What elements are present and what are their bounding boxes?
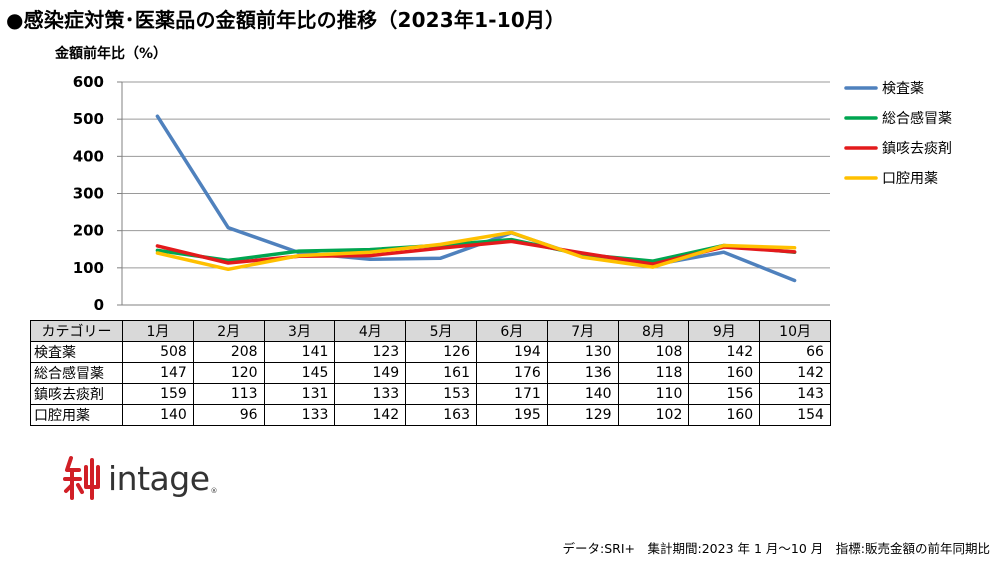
table-cell: 160 [688,362,761,384]
table-row-label: 口腔用薬 [30,404,123,426]
table-cell: 153 [405,383,477,405]
table-header-month: 10月 [759,320,831,342]
table-cell: 508 [122,341,194,363]
y-tick-label: 100 [73,259,104,277]
table-header-month: 3月 [263,320,336,342]
y-axis-label: 金額前年比（%） [54,45,167,62]
table-cell: 66 [759,341,831,363]
legend-label: 口腔用薬 [882,171,938,187]
table-cell: 163 [405,404,477,426]
data-table: カテゴリー 1月 2月 3月 4月 5月 6月 7月 8月 9月 10月 検査薬 508 208 141… [30,320,831,426]
axes [121,82,830,306]
y-tick-label: 500 [73,110,104,128]
table-cell: 133 [263,404,336,426]
table-header-month: 7月 [546,320,619,342]
table-cell: 156 [688,383,761,405]
table-cell: 143 [759,383,831,405]
table-cell: 110 [617,383,690,405]
series-line-総合感冒薬 [155,237,797,263]
table-row: 総合感冒薬 147 120 145 149 161 176 136 118 160 142 [30,362,831,384]
table-cell: 208 [192,341,265,363]
legend-label: 鎮咳去痰剤 [882,141,952,157]
y-tick-label: 300 [73,185,104,203]
table-header-row: カテゴリー 1月 2月 3月 4月 5月 6月 7月 8月 9月 10月 [30,320,831,342]
table-cell: 129 [546,404,619,426]
table-cell: 130 [546,341,619,363]
table-row: 口腔用薬 140 96 133 142 163 195 129 102 160 154 [30,404,831,426]
registered-mark: ® [210,487,218,495]
table-header-month: 5月 [405,320,477,342]
series-line-口腔用薬 [155,230,797,272]
table-row: 鎮咳去痰剤 159 113 131 133 153 171 140 110 156 143 [30,383,831,405]
legend-label: 検査薬 [882,81,924,97]
table-cell: 147 [122,362,194,384]
table-header-month: 1月 [122,320,194,342]
table-row-label: 検査薬 [30,341,123,363]
legend-label: 総合感冒薬 [882,110,952,127]
table-cell: 160 [688,404,761,426]
table-cell: 118 [617,362,690,384]
table-row: 検査薬 508 208 141 123 126 194 130 108 142 66 [30,341,831,363]
table-cell: 123 [334,341,407,363]
table-row-label: 鎮咳去痰剤 [30,383,123,405]
table-cell: 195 [475,404,548,426]
table-cell: 102 [617,404,690,426]
table-cell: 145 [263,362,336,384]
intage-logo-mark-icon [63,456,100,500]
table-cell: 113 [192,383,265,405]
table-cell: 140 [122,404,194,426]
series-lines [155,114,797,283]
footnote: データ:SRI+ 集計期間:2023 年 1 月～10 月 指標:販売金額の前年… [562,541,990,556]
y-tick-labels: 0 100 200 300 400 500 600 [73,73,104,314]
table-cell: 149 [334,362,407,384]
table-cell: 141 [263,341,336,363]
gridlines [117,81,830,306]
page-title: ●感染症対策･医薬品の金額前年比の推移（2023年1-10月） [6,8,566,32]
table-cell: 171 [475,383,548,405]
table-cell: 161 [405,362,477,384]
table-cell: 140 [546,383,619,405]
table-cell: 136 [546,362,619,384]
intage-wordmark: intage [108,458,210,498]
table-header-month: 2月 [192,320,265,342]
table-cell: 142 [334,404,407,426]
line-chart: 金額前年比（%） 0 100 200 300 400 500 600 検査薬総合感冒薬鎮咳去… [54,45,952,314]
table-header-month: 8月 [617,320,690,342]
y-tick-label: 400 [73,147,104,165]
table-header-month: 6月 [475,320,548,342]
table-cell: 96 [192,404,265,426]
table-cell: 133 [334,383,407,405]
table-cell: 142 [688,341,761,363]
table-cell: 154 [759,404,831,426]
table-row-label: 総合感冒薬 [30,362,123,384]
table-cell: 120 [192,362,265,384]
table-header-month: 4月 [334,320,407,342]
table-cell: 131 [263,383,336,405]
y-tick-label: 200 [73,222,104,240]
table-cell: 159 [122,383,194,405]
table-cell: 142 [759,362,831,384]
table-cell: 194 [475,341,548,363]
intage-logo: intage ® [62,455,218,501]
table-header-month: 9月 [688,320,761,342]
y-tick-label: 600 [73,73,104,91]
y-tick-label: 0 [94,296,104,314]
table-cell: 108 [617,341,690,363]
table-cell: 126 [405,341,477,363]
table-cell: 176 [475,362,548,384]
table-header-category: カテゴリー [30,320,123,342]
